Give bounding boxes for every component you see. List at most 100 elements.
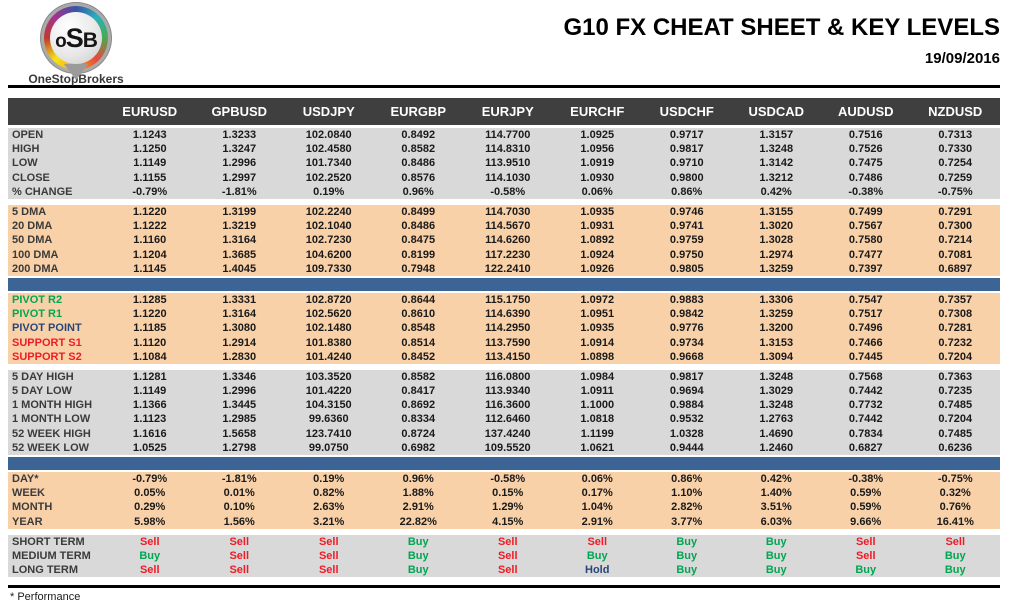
row-label: 5 DAY HIGH [12,370,74,383]
value-cell: Sell [229,535,250,548]
table-row: 5 DMA 1.1220 1.3199 102.2240 0.8499 114.7030 1… [8,205,1000,219]
value-cell: 0.7214 [938,234,973,247]
value-cell: 0.7300 [938,220,973,233]
value-cell: 99.0750 [308,441,349,454]
value-cell: 0.8417 [401,385,436,398]
value-cell: Buy [765,564,787,577]
column-header-usdchf: USDCHF [659,104,714,119]
value-cell: 102.7230 [305,234,352,247]
value-cell: 0.9710 [669,157,704,170]
value-cell: 0.86% [671,473,703,486]
value-cell: 0.7330 [938,143,973,156]
value-cell: 0.7235 [938,385,973,398]
row-label: % CHANGE [12,185,73,198]
value-cell: 0.7475 [848,157,883,170]
value-cell: 113.9510 [485,157,531,170]
row-label: PIVOT R1 [12,308,63,321]
value-cell: 0.7445 [848,350,883,363]
value-cell: 0.96% [402,185,434,198]
value-cell: 0.7948 [401,262,436,275]
table-row: LOW 1.1149 1.2996 101.7340 0.8486 113.9510 1.0… [8,156,1000,170]
value-cell: 0.8582 [401,143,436,156]
value-cell: 114.6390 [485,308,531,321]
value-cell: 0.9805 [669,262,704,275]
row-label: OPEN [12,129,44,142]
value-cell: 1.0898 [580,350,615,363]
value-cell: 0.7204 [938,413,973,426]
value-cell: 1.1199 [580,427,614,440]
value-cell: Hold [585,564,610,577]
section-ohlc: OPEN 1.1243 1.3233 102.0840 0.8492 114.7700 1.… [8,128,1000,199]
value-cell: 0.9444 [669,441,704,454]
table-row: CLOSE 1.1155 1.2997 102.2520 0.8576 114.1030 1… [8,171,1000,185]
value-cell: 0.9800 [669,171,704,184]
table-row: MONTH 0.29% 0.10% 2.63% 2.91% 1.29% 1.04% 2.82%… [8,500,1000,514]
value-cell: 113.9340 [485,385,531,398]
value-cell: 1.3346 [222,370,257,383]
value-cell: 1.0951 [580,308,615,321]
logo-pin-tip-icon [64,64,88,80]
value-cell: 1.2798 [222,441,257,454]
table-row: 1 MONTH LOW 1.1123 1.2985 99.6360 0.8334 112.… [8,412,1000,426]
value-cell: 109.7330 [305,262,352,275]
row-label: 52 WEEK LOW [12,441,90,454]
value-cell: 1.1616 [132,427,167,440]
value-cell: 1.2830 [222,350,257,363]
value-cell: 0.15% [492,487,524,500]
value-cell: 123.7410 [305,427,352,440]
column-header-eurjpy: EURJPY [481,104,534,119]
section-signals: SHORT TERM Sell Sell Sell Buy Sell Sell Buy Buy S… [8,534,1000,578]
value-cell: -0.79% [132,185,168,198]
table-row: LONG TERM Sell Sell Sell Buy Sell Hold Buy Buy Bu… [8,563,1000,577]
logo-pin-icon: oSB [42,6,110,80]
row-label: SUPPORT S2 [12,350,82,363]
value-cell: 0.7499 [848,206,883,219]
row-label: CLOSE [12,171,50,184]
value-cell: 0.9746 [669,206,704,219]
value-cell: 1.3212 [759,171,794,184]
row-label: SHORT TERM [12,535,85,548]
row-label: YEAR [12,515,43,528]
value-cell: 0.7081 [938,248,973,261]
value-cell: 0.7486 [848,171,883,184]
value-cell: 0.7568 [848,370,883,383]
value-cell: 0.8724 [401,427,436,440]
row-label: 200 DMA [12,262,59,275]
section-pivots: PIVOT R2 1.1285 1.3331 102.8720 0.8644 115.17… [8,292,1000,364]
table-row: 52 WEEK LOW 1.0525 1.2798 99.0750 0.6982 109.… [8,441,1000,455]
value-cell: 0.7547 [848,293,883,306]
value-cell: 0.7466 [848,336,883,349]
row-label: HIGH [12,143,40,156]
value-cell: 1.4690 [759,427,794,440]
value-cell: 1.0956 [580,143,615,156]
value-cell: 1.1149 [133,385,167,398]
value-cell: 1.3020 [759,220,794,233]
value-cell: 0.9741 [669,220,704,233]
value-cell: 0.9817 [669,143,704,156]
value-cell: Buy [944,549,966,562]
value-cell: 1.0935 [580,322,615,335]
value-cell: 1.1145 [133,262,167,275]
table-row: SHORT TERM Sell Sell Sell Buy Sell Sell Buy Buy S… [8,535,1000,549]
value-cell: 1.0892 [580,234,615,247]
value-cell: 0.7732 [848,399,883,412]
value-cell: 1.1204 [132,248,167,261]
value-cell: 102.1040 [305,220,352,233]
value-cell: 1.1220 [132,308,167,321]
value-cell: 0.9750 [669,248,704,261]
value-cell: 0.42% [760,185,792,198]
value-cell: -0.58% [490,473,526,486]
value-cell: -0.79% [132,473,168,486]
value-cell: Buy [676,535,698,548]
value-cell: 0.8486 [401,157,436,170]
value-cell: 0.6897 [938,262,973,275]
logo-letter-o: o [55,30,67,52]
value-cell: Sell [497,564,518,577]
value-cell: 0.7397 [848,262,883,275]
value-cell: 1.5658 [222,427,257,440]
row-label: 50 DMA [12,234,53,247]
value-cell: 0.7254 [938,157,973,170]
table-row: 52 WEEK HIGH 1.1616 1.5658 123.7410 0.8724 13… [8,427,1000,441]
value-cell: 113.7590 [485,336,531,349]
value-cell: 1.3445 [222,399,257,412]
